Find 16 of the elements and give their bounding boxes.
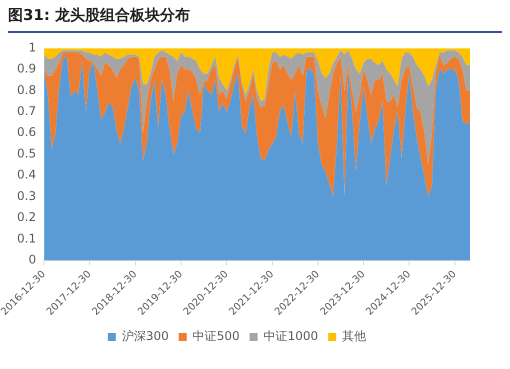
y-tick-label: 1 [28,40,36,54]
legend-label: 中证500 [192,329,240,344]
y-tick-label: 0 [28,252,36,267]
y-tick-label: 0.9 [17,62,36,76]
y-tick-label: 0.6 [17,125,36,140]
legend-label: 中证1000 [264,329,318,344]
y-tick-label: 0.8 [17,82,36,97]
y-tick-label: 0.1 [17,231,36,246]
legend-label: 沪深300 [122,329,169,344]
y-tick-label: 0.2 [17,210,36,224]
y-tick-label: 0.7 [17,104,36,118]
y-tick-label: 0.5 [17,146,36,160]
chart-title: 图31: 龙头股组合板块分布 [8,6,502,33]
y-tick-label: 0.4 [17,168,36,182]
y-tick-label: 0.3 [17,188,36,203]
legend-label: 其他 [342,329,366,344]
